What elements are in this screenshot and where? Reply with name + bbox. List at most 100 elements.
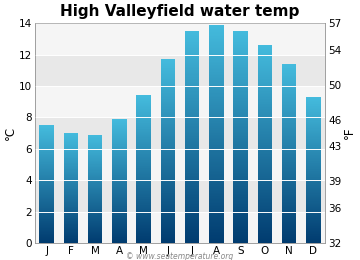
Bar: [233, 70, 248, 71]
Bar: [233, 242, 248, 243]
Bar: [282, 198, 296, 199]
Bar: [161, 73, 175, 74]
Bar: [282, 201, 296, 202]
Bar: [40, 200, 54, 201]
Bar: [282, 234, 296, 235]
Bar: [185, 96, 199, 97]
Bar: [282, 72, 296, 73]
Bar: [282, 117, 296, 118]
Bar: [185, 173, 199, 174]
Bar: [64, 212, 78, 213]
Bar: [64, 172, 78, 173]
Bar: [257, 117, 272, 118]
Bar: [233, 230, 248, 231]
Bar: [257, 233, 272, 234]
Bar: [209, 136, 224, 137]
Bar: [161, 135, 175, 136]
Bar: [64, 143, 78, 144]
Bar: [161, 110, 175, 111]
Bar: [257, 46, 272, 47]
Bar: [282, 99, 296, 100]
Bar: [136, 107, 151, 108]
Bar: [185, 193, 199, 194]
Bar: [161, 134, 175, 135]
Bar: [161, 173, 175, 174]
Bar: [306, 171, 320, 172]
Bar: [40, 183, 54, 184]
Bar: [161, 199, 175, 200]
Bar: [88, 191, 103, 192]
Bar: [233, 72, 248, 73]
Bar: [306, 145, 320, 146]
Bar: [282, 159, 296, 160]
Bar: [209, 60, 224, 61]
Bar: [136, 130, 151, 131]
Bar: [40, 228, 54, 229]
Bar: [161, 93, 175, 94]
Bar: [88, 171, 103, 172]
Bar: [64, 183, 78, 184]
Bar: [40, 126, 54, 127]
Bar: [88, 142, 103, 143]
Bar: [233, 132, 248, 133]
Bar: [161, 186, 175, 187]
Bar: [233, 68, 248, 69]
Bar: [112, 120, 127, 121]
Bar: [306, 128, 320, 129]
Bar: [161, 222, 175, 223]
Bar: [88, 167, 103, 168]
Bar: [40, 182, 54, 183]
Bar: [185, 241, 199, 242]
Bar: [257, 197, 272, 198]
Bar: [233, 64, 248, 65]
Bar: [161, 239, 175, 240]
Bar: [185, 157, 199, 158]
Bar: [257, 214, 272, 215]
Bar: [209, 26, 224, 27]
Bar: [112, 132, 127, 133]
Bar: [185, 31, 199, 32]
Bar: [64, 191, 78, 192]
Bar: [40, 167, 54, 168]
Bar: [64, 135, 78, 136]
Bar: [257, 59, 272, 60]
Bar: [40, 141, 54, 142]
Bar: [233, 95, 248, 96]
Bar: [161, 158, 175, 159]
Bar: [209, 207, 224, 208]
Bar: [257, 130, 272, 131]
Bar: [136, 197, 151, 198]
Bar: [282, 226, 296, 227]
Bar: [257, 53, 272, 54]
Bar: [185, 107, 199, 108]
Bar: [185, 236, 199, 237]
Bar: [257, 200, 272, 202]
Bar: [209, 241, 224, 242]
Bar: [88, 217, 103, 218]
Bar: [64, 147, 78, 148]
Bar: [185, 97, 199, 98]
Bar: [112, 137, 127, 138]
Bar: [306, 190, 320, 191]
Bar: [282, 203, 296, 204]
Bar: [185, 200, 199, 201]
Bar: [306, 151, 320, 152]
Bar: [185, 83, 199, 84]
Bar: [136, 154, 151, 155]
Bar: [282, 164, 296, 165]
Bar: [233, 139, 248, 140]
Bar: [282, 211, 296, 212]
Bar: [88, 214, 103, 215]
Bar: [136, 159, 151, 160]
Bar: [282, 162, 296, 163]
Bar: [209, 40, 224, 41]
Bar: [209, 115, 224, 116]
Bar: [306, 138, 320, 139]
Bar: [306, 214, 320, 215]
Bar: [209, 173, 224, 174]
Bar: [185, 142, 199, 143]
Bar: [282, 222, 296, 223]
Bar: [40, 227, 54, 228]
Bar: [40, 166, 54, 167]
Bar: [306, 169, 320, 170]
